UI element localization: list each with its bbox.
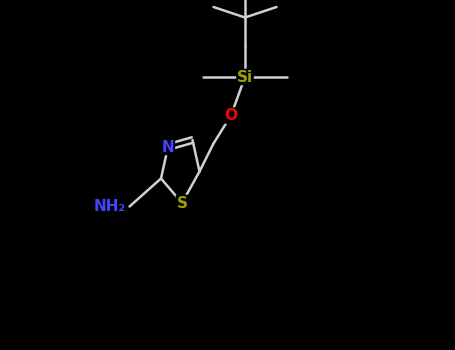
Text: O: O <box>224 108 238 123</box>
Text: NH₂: NH₂ <box>94 199 126 214</box>
Text: Si: Si <box>237 70 253 84</box>
Text: N: N <box>162 140 174 154</box>
Text: S: S <box>177 196 187 210</box>
